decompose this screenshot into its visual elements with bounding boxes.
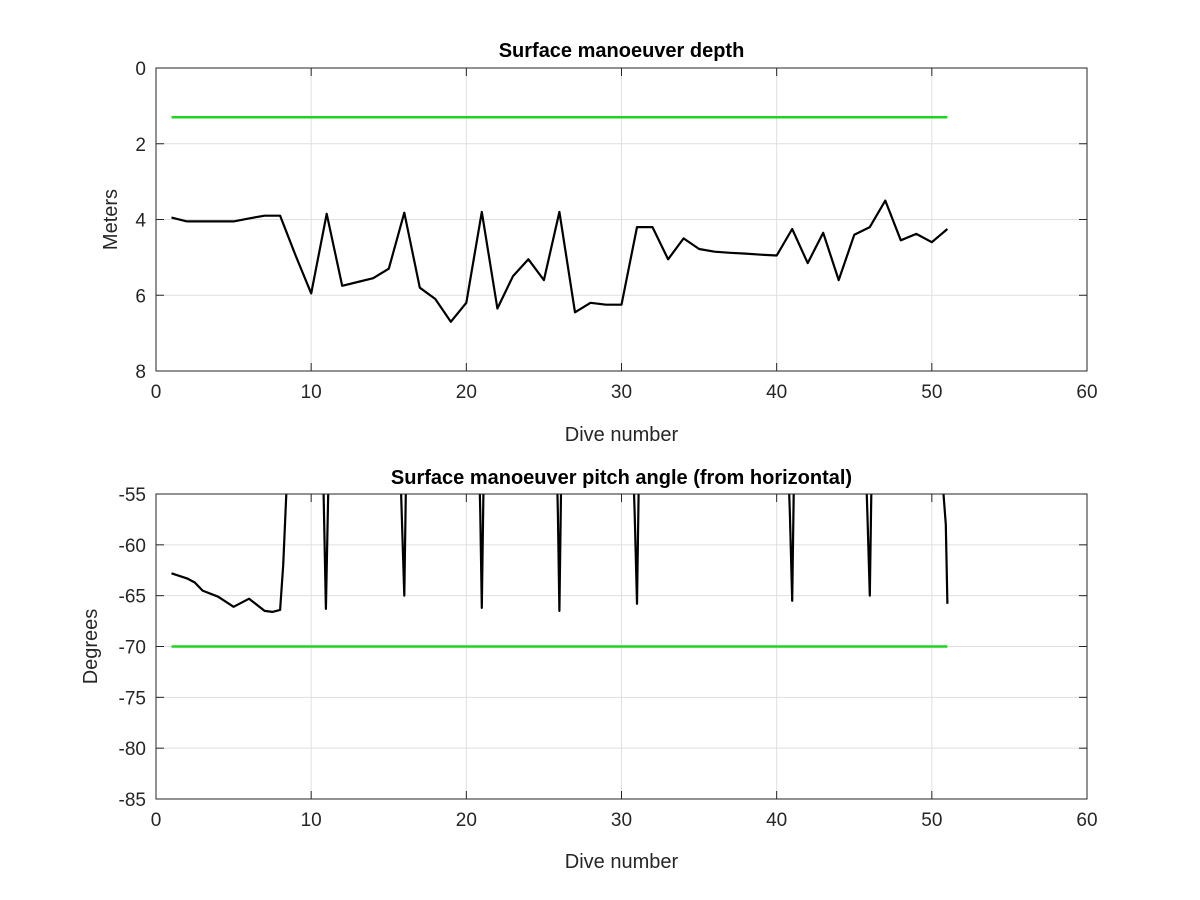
pitch-series-line — [478, 494, 485, 610]
pitch-ytick-label: -80 — [119, 739, 146, 760]
pitch-xtick-label: 20 — [456, 810, 477, 831]
pitch-plot: 0 10 20 30 40 50 60 -55 -60 -65 -70 -75 -80 -85 Surfa… — [80, 467, 1098, 873]
depth-series-line — [171, 199, 949, 323]
depth-ytick-label: 8 — [135, 362, 146, 383]
depth-ytick-label: 2 — [135, 135, 146, 156]
depth-ytick-label: 4 — [135, 211, 146, 232]
pitch-series-line — [632, 494, 640, 605]
pitch-xtick-label: 60 — [1076, 810, 1097, 831]
pitch-ytick-label: -65 — [119, 587, 146, 608]
pitch-xtick-label: 30 — [611, 810, 632, 831]
pitch-ytick-label: -60 — [119, 536, 146, 557]
pitch-ytick-label: -70 — [119, 638, 146, 659]
pitch-ytick-label: -55 — [119, 485, 146, 506]
pitch-plot-xlabel: Dive number — [565, 851, 679, 873]
depth-xtick-label: 50 — [921, 382, 942, 403]
depth-ytick-label: 6 — [135, 286, 146, 307]
depth-xtick-label: 60 — [1076, 382, 1097, 403]
depth-xtick-label: 30 — [611, 382, 632, 403]
pitch-series-line — [788, 494, 795, 602]
pitch-xtick-label: 40 — [766, 810, 787, 831]
depth-plot-title: Surface manoeuver depth — [499, 40, 745, 62]
pitch-series-line — [556, 494, 563, 613]
pitch-xtick-label: 0 — [151, 810, 162, 831]
pitch-series-line — [322, 494, 330, 611]
depth-ytick-label: 0 — [135, 59, 146, 80]
pitch-plot-title: Surface manoeuver pitch angle (from hori… — [391, 467, 852, 489]
pitch-plot-ylabel: Degrees — [80, 609, 102, 685]
depth-plot-xlabel: Dive number — [565, 424, 679, 446]
depth-xtick-label: 0 — [151, 382, 162, 403]
depth-xtick-label: 10 — [301, 382, 322, 403]
depth-xtick-label: 20 — [456, 382, 477, 403]
depth-plot-ylabel: Meters — [100, 189, 122, 250]
pitch-series-line — [171, 494, 288, 614]
pitch-series-line — [865, 494, 873, 597]
depth-plot: 0 10 20 30 40 50 60 0 2 4 6 8 Surface manoeuver dep… — [100, 40, 1098, 446]
depth-xtick-label: 40 — [766, 382, 787, 403]
pitch-xtick-label: 10 — [301, 810, 322, 831]
pitch-xtick-label: 50 — [921, 810, 942, 831]
pitch-ytick-label: -75 — [119, 688, 146, 709]
pitch-ytick-label: -85 — [119, 790, 146, 811]
pitch-series-line — [942, 494, 949, 604]
